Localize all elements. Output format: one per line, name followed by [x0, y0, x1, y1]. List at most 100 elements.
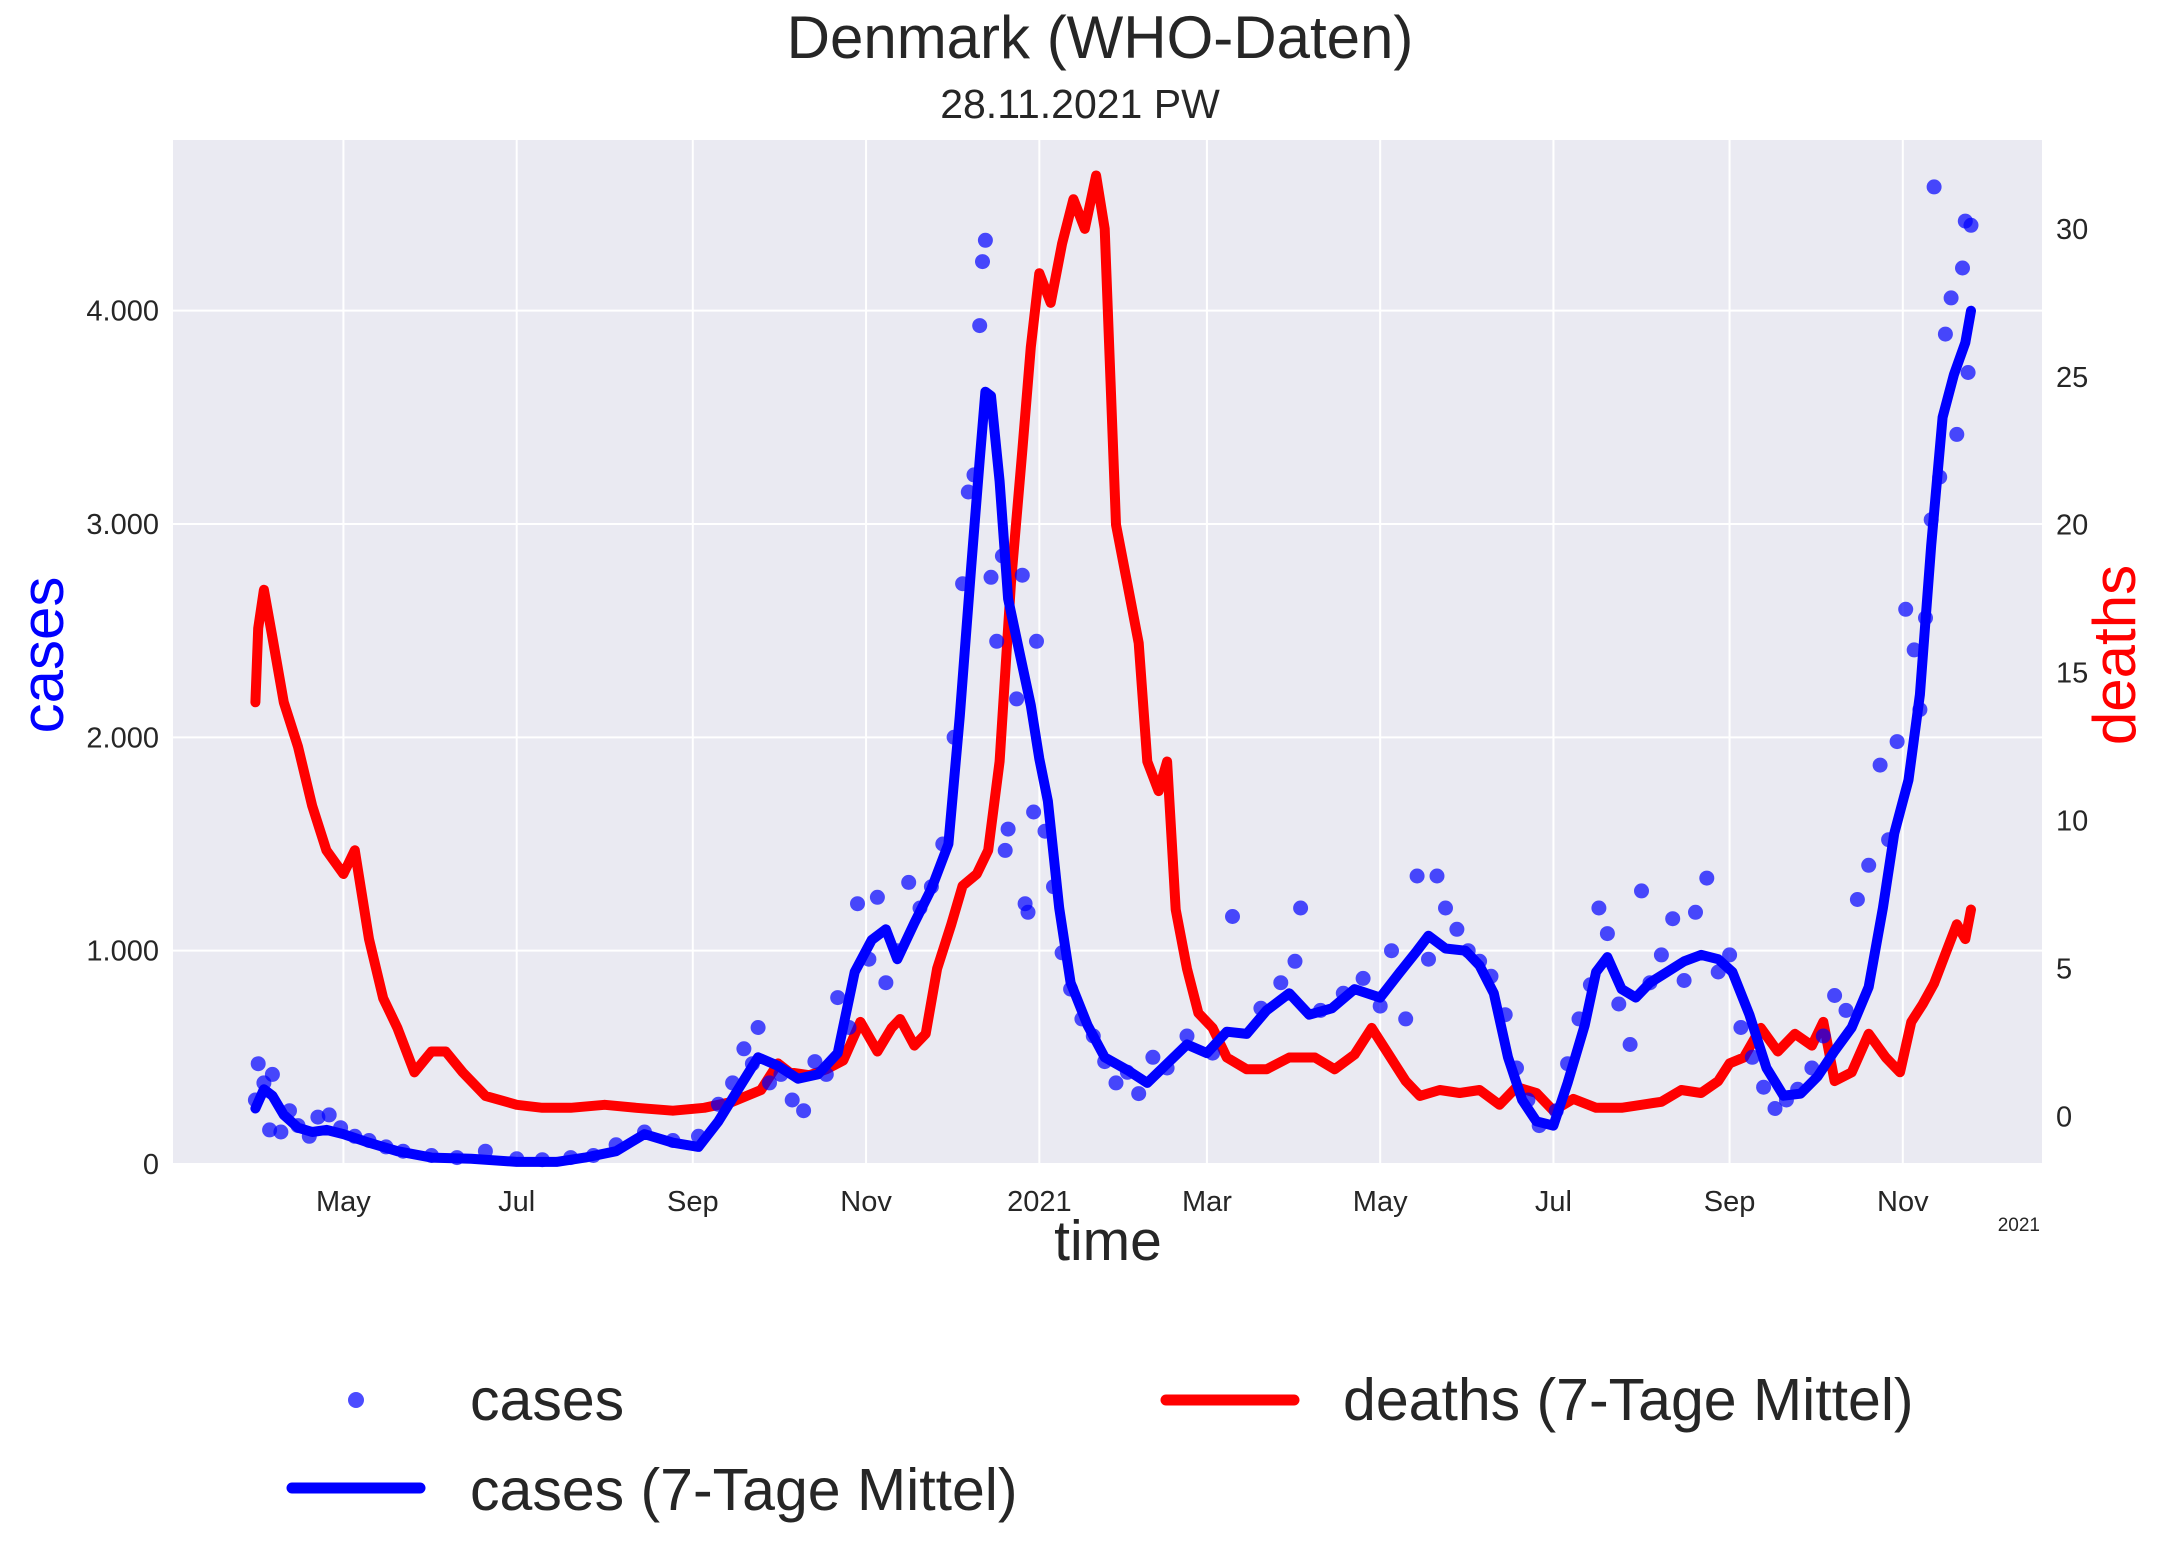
- cases-point: [563, 1150, 579, 1166]
- cases-point: [1955, 260, 1970, 276]
- y-tick-label-left: 3.000: [86, 509, 159, 541]
- x-tick-label: May: [316, 1186, 371, 1218]
- cases-point: [691, 1128, 706, 1144]
- x-tick-label: Nov: [840, 1186, 892, 1218]
- cases-point: [1159, 1060, 1175, 1076]
- cases-point: [1509, 1060, 1524, 1076]
- cases-point: [1225, 909, 1240, 924]
- x-axis-label: time: [1054, 1209, 1162, 1273]
- cases-point: [784, 1092, 800, 1108]
- cases-point: [983, 569, 999, 585]
- cases-point: [1548, 1103, 1564, 1119]
- cases-point: [744, 1056, 760, 1072]
- cases-point: [1861, 857, 1877, 873]
- cases-point: [1273, 975, 1289, 991]
- x-tick-label: Jul: [1535, 1186, 1572, 1218]
- cases-point: [585, 1148, 601, 1163]
- y-tick-label-right: 30: [2056, 214, 2088, 246]
- x-tick-label: Sep: [667, 1186, 719, 1218]
- cases-point: [1622, 1037, 1638, 1052]
- cases-point: [1520, 1092, 1536, 1108]
- cases-point: [264, 1066, 280, 1082]
- cases-point: [395, 1143, 411, 1159]
- cases-point: [1688, 904, 1703, 920]
- cases-point: [1767, 1101, 1783, 1116]
- deaths-avg-line: [250, 170, 1976, 1116]
- y-tick-label-right: 5: [2056, 954, 2072, 986]
- cases-point: [1000, 821, 1016, 837]
- cases-point: [1849, 892, 1865, 907]
- cases-point: [1838, 1002, 1854, 1018]
- cases-point: [861, 951, 877, 967]
- y-tick-label-right: 0: [2056, 1102, 2072, 1134]
- cases-point: [762, 1075, 777, 1091]
- cases-point: [1815, 1028, 1831, 1044]
- cases-point: [1898, 601, 1914, 617]
- cases-point: [966, 467, 982, 483]
- cases-point: [1372, 998, 1388, 1014]
- cases-point: [665, 1133, 681, 1148]
- y-tick-label-right: 15: [2056, 658, 2088, 690]
- cases-point: [1881, 832, 1897, 848]
- cases-point: [1108, 1075, 1124, 1091]
- cases-point: [1744, 1049, 1760, 1065]
- cases-point: [869, 889, 885, 905]
- cases-point: [1131, 1086, 1147, 1102]
- y-tick-label-right: 20: [2056, 510, 2088, 542]
- cases-point: [878, 975, 894, 991]
- cases-point: [1483, 968, 1499, 984]
- cases-point: [1020, 904, 1036, 920]
- cases-point: [773, 1066, 789, 1082]
- cases-point: [1293, 900, 1309, 916]
- cases-point: [608, 1137, 624, 1153]
- cases-point: [1599, 926, 1615, 942]
- cases-point: [1943, 290, 1959, 306]
- cases-point: [1949, 426, 1965, 442]
- cases-point: [1029, 633, 1044, 649]
- cases-point: [1642, 975, 1658, 991]
- cases-point: [750, 1020, 766, 1035]
- cases-point: [424, 1148, 439, 1163]
- cases-point: [1449, 921, 1465, 937]
- cases-point: [1906, 642, 1922, 658]
- cases-point: [1438, 900, 1453, 916]
- cases-point: [1963, 217, 1979, 233]
- cases-point: [1560, 1056, 1576, 1072]
- cases-point: [1872, 757, 1888, 773]
- cases-point: [1710, 964, 1726, 980]
- cases-point: [1722, 947, 1738, 963]
- cases-point: [1531, 1118, 1547, 1134]
- cases-point: [1409, 868, 1425, 884]
- y-axis-label-right: deaths: [2081, 565, 2148, 745]
- cases-point: [273, 1124, 289, 1140]
- cases-point: [935, 836, 951, 852]
- cases-point: [725, 1075, 741, 1091]
- cases-point: [1119, 1064, 1135, 1080]
- legend: cases cases (7-Tage Mittel) deaths (7-Ta…: [286, 1367, 1914, 1523]
- cases-point: [1937, 326, 1953, 342]
- cases-point: [1179, 1028, 1195, 1044]
- y-tick-label-right: 25: [2056, 362, 2088, 394]
- cases-point: [262, 1122, 278, 1138]
- y-tick-label-right: 10: [2056, 806, 2088, 838]
- cases-point: [250, 1056, 266, 1072]
- cases-point: [1827, 988, 1843, 1003]
- chart-subtitle: 28.11.2021 PW: [940, 81, 1220, 127]
- cases-point: [449, 1150, 465, 1166]
- legend-cases-marker: [348, 1392, 364, 1408]
- cases-point: [977, 232, 993, 248]
- cases-point: [1912, 702, 1928, 718]
- cases-point: [946, 729, 962, 745]
- cases-point: [997, 842, 1013, 858]
- cases-point: [972, 318, 988, 334]
- offset-label: 2021: [1998, 1215, 2040, 1236]
- y-tick-label-left: 1.000: [86, 936, 159, 968]
- cases-point: [710, 1096, 726, 1112]
- cases-point: [1287, 953, 1303, 969]
- cases-point: [1699, 870, 1715, 886]
- y-tick-label-left: 4.000: [86, 296, 159, 328]
- cases-point: [361, 1133, 377, 1148]
- cases-point: [1085, 1028, 1101, 1044]
- cases-point: [1778, 1092, 1794, 1108]
- cases-point: [1335, 985, 1351, 1001]
